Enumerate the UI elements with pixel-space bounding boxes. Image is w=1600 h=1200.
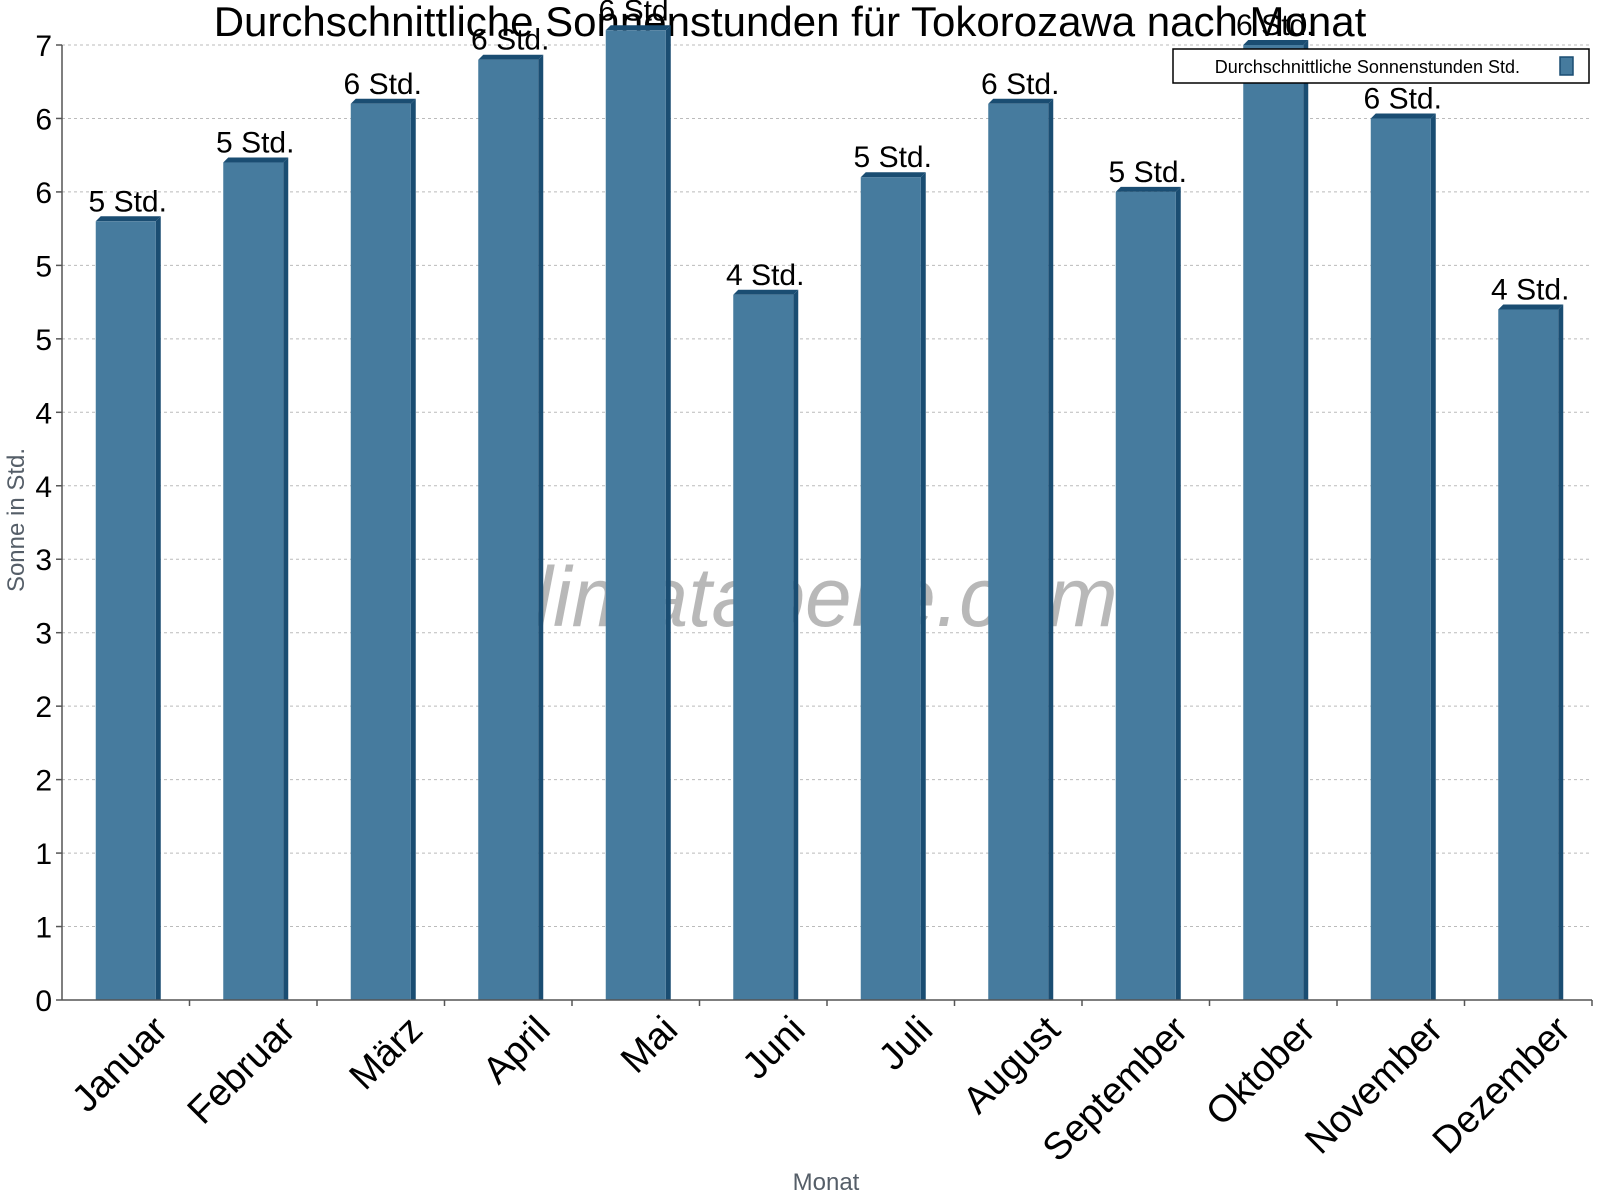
bar [860,172,926,1000]
legend-swatch [1559,56,1574,76]
legend-entry-label: Durchschnittliche Sonnenstunden Std. [1215,57,1520,77]
bar-side [793,289,799,1000]
bar-front [478,59,539,1000]
y-tick-label: 7 [35,30,52,63]
bar [478,54,544,1000]
y-tick-label: 3 [35,618,52,651]
bar-top [1370,113,1436,119]
bar-front [350,103,411,1001]
data-label: 5 Std. [216,127,294,160]
bar-top [1243,40,1309,45]
data-label: 5 Std. [89,185,167,218]
data-labels: 5 Std. 5 Std. 6 Std. 6 Std. 6 Std. 4 Std. 5 St… [89,0,1570,306]
x-tick-label: August [955,1008,1069,1122]
x-axis-label: Monat [793,1169,860,1196]
y-tick-label: 2 [35,765,52,798]
data-label: 6 Std. [599,0,677,27]
y-tick-label: 5 [35,250,52,283]
bar [988,98,1054,1001]
bar-top [1115,186,1181,192]
y-tick-label: 6 [35,177,52,210]
data-label: 4 Std. [726,259,804,292]
bar-side [1558,304,1564,1000]
bar-top [478,54,544,60]
y-tick-label: 6 [35,103,52,136]
bar [733,289,799,1000]
bar-top [988,98,1054,104]
bar-side [920,172,926,1000]
bar-side [665,25,671,1001]
bar-front [1370,118,1431,1000]
bar-side [1430,113,1436,1000]
bar-front [988,103,1049,1001]
bar [350,98,416,1001]
bar [1115,186,1181,1000]
y-tick-label: 3 [35,544,52,577]
x-tick-label: Dezember [1425,1008,1579,1162]
data-label: 6 Std. [471,24,549,57]
x-axis-ticks: Januar Februar März April Mai Juni Juli AugustS… [64,1000,1593,1170]
legend: Durchschnittliche Sonnenstunden Std. [1172,48,1590,84]
x-tick-label: März [342,1009,431,1098]
bar-front [1115,191,1176,1000]
data-label: 6 Std. [1364,82,1442,115]
bar-top [860,172,926,178]
x-tick-label: Februar [180,1008,304,1132]
y-tick-label: 0 [35,985,52,1018]
grid-lines [62,44,1592,928]
bars [95,25,1564,1001]
chart-title: Durchschnittliche Sonnenstunden für Toko… [214,0,1367,45]
y-axis-label: Sonne in Std. [3,448,30,592]
bar-side [410,98,416,1001]
bar-front [1243,45,1304,1000]
x-tick-label: Juli [871,1009,941,1079]
y-tick-label: 4 [35,397,52,430]
data-label: 5 Std. [854,141,932,174]
y-tick-label: 4 [35,471,52,504]
x-tick-label: April [475,1009,558,1092]
bar [1498,304,1564,1000]
bar-top [1498,304,1564,310]
y-tick-label: 5 [35,324,52,357]
bar-top [605,25,671,31]
bar-top [733,289,799,295]
bar-side [1175,186,1181,1000]
bar-top [350,98,416,104]
bar-side [1048,98,1054,1001]
bar [223,157,289,1001]
legend-box [1172,48,1590,84]
bar-top [223,157,289,163]
bar-front [1498,309,1559,1000]
bar-front [605,30,666,1001]
bar [95,216,161,1001]
data-label: 5 Std. [1109,156,1187,189]
bar-side [155,216,161,1001]
x-tick-label: November [1297,1008,1451,1162]
y-tick-label: 1 [35,912,52,945]
data-label: 6 Std. [981,68,1059,101]
bar-front [95,221,156,1001]
bar [1370,113,1436,1000]
data-label: 6 Std. [1236,9,1314,42]
bar-front [223,162,284,1001]
y-tick-label: 2 [35,691,52,724]
x-tick-label: Oktober [1198,1008,1324,1134]
bar-side [1303,40,1309,1000]
bar-front [733,294,794,1000]
axes [61,45,1592,1001]
y-tick-label: 1 [35,838,52,871]
bar [605,25,671,1001]
x-tick-label: Mai [613,1009,686,1082]
data-label: 4 Std. [1491,273,1569,306]
bar-front [860,177,921,1000]
bar-side [283,157,289,1001]
x-tick-label: Juni [735,1009,814,1088]
bar [1243,40,1309,1000]
bar-top [95,216,161,222]
bar-side [538,54,544,1000]
x-tick-label: Januar [64,1008,176,1120]
data-label: 6 Std. [344,68,422,101]
y-axis-ticks: 0 1 1 2 2 3 3 4 4 5 5 6 6 7 [35,30,62,1018]
